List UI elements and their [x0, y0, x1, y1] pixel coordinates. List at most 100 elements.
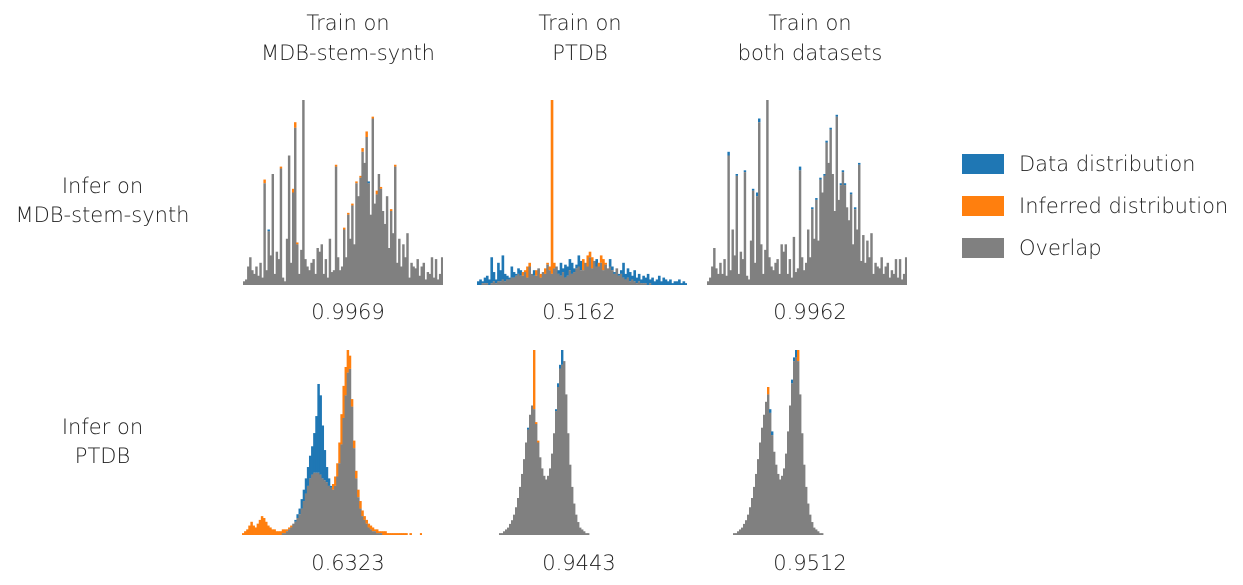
overlap-bar [819, 533, 822, 535]
overlap-bar [310, 262, 313, 285]
data-excess-bar [483, 277, 487, 284]
overlap-bar [523, 459, 526, 535]
inferred-excess-bar [388, 533, 391, 535]
column-title-line2: both datasets [737, 41, 883, 65]
inferred-excess-bar [586, 255, 590, 267]
overlap-bar [555, 411, 558, 535]
row-title-line2: PTDB [74, 444, 131, 468]
data-excess-bar [557, 270, 561, 274]
inferred-excess-bar [590, 257, 594, 269]
histogram-panel-ptdb-train-ptdb [499, 350, 590, 535]
overlap-bar [739, 529, 742, 535]
data-excess-bar [635, 277, 639, 284]
data-excess-bar [532, 270, 536, 276]
overlap-bar [559, 275, 563, 285]
overlap-bar [340, 444, 343, 535]
overlap-bar [541, 272, 545, 285]
overlap-bar [769, 412, 772, 535]
overlap-bar [595, 266, 599, 285]
overlap-bar [357, 196, 360, 285]
overlap-bar [800, 257, 804, 285]
overlap-bar [606, 268, 610, 285]
overlap-bar [745, 275, 749, 285]
overlap-bar [414, 268, 417, 285]
overlap-bar [379, 188, 383, 285]
overlap-bar [380, 533, 383, 535]
overlap-bar [617, 275, 621, 285]
inferred-excess-bar [361, 510, 364, 517]
overlap-bar [521, 275, 525, 285]
inferred-excess-bar [348, 355, 352, 369]
data-excess-bar [319, 395, 322, 475]
overlap-bar [523, 272, 527, 285]
overlap-bar [259, 262, 262, 285]
overlap-bar [412, 266, 415, 285]
overlap-bar [811, 522, 814, 535]
overlap-bar [786, 273, 790, 285]
overlap-bar [761, 427, 764, 535]
legend-swatch-inferred [962, 196, 1004, 216]
inferred-excess-bar [273, 529, 276, 535]
overlap-bar [389, 211, 393, 285]
overlap-bar [283, 533, 287, 535]
data-excess-bar [841, 170, 845, 173]
inferred-excess-bar [242, 533, 245, 535]
overlap-bar [298, 514, 301, 535]
data-excess-bar [595, 259, 599, 267]
data-excess-bar [492, 272, 496, 282]
data-excess-bar [568, 259, 572, 271]
overlap-bar [563, 361, 566, 535]
data-excess-bar [561, 268, 565, 273]
overlap-bar [624, 279, 628, 285]
overlap-bar [507, 527, 510, 535]
overlap-bar [296, 518, 299, 535]
overlap-bar [283, 281, 287, 285]
overlap-bar [304, 259, 307, 285]
data-excess-bar [669, 279, 672, 285]
overlap-bar [269, 255, 272, 285]
inferred-excess-bar [262, 518, 266, 535]
inferred-excess-bar [361, 148, 364, 152]
overlap-bar [314, 273, 317, 285]
column-title-line2: PTDB [552, 41, 608, 65]
overlap-bar [727, 155, 730, 285]
data-excess-bar [327, 478, 331, 486]
overlap-bar [757, 459, 760, 535]
data-excess-bar [321, 425, 325, 479]
overlap-bar [731, 229, 734, 285]
data-excess-bar [644, 277, 648, 284]
overlap-bar [334, 166, 338, 285]
overlap-bar [827, 162, 830, 285]
overlap-bar [898, 259, 902, 285]
data-excess-bar [300, 499, 304, 509]
overlap-bar [715, 268, 718, 285]
overlap-bar [608, 266, 612, 285]
overlap-bar [311, 474, 314, 535]
overlap-bar [490, 283, 494, 285]
overlap-bar [306, 266, 309, 285]
overlap-bar [330, 272, 334, 285]
overlap-bar [324, 259, 328, 285]
data-excess-bar [573, 268, 576, 273]
overlap-bar [315, 472, 318, 535]
inferred-excess-bar [602, 259, 605, 271]
overlap-bar [711, 266, 714, 285]
overlap-bar [904, 257, 907, 285]
overlap-bar [577, 266, 581, 285]
overlap-bar [509, 523, 512, 535]
overlap-bar [870, 233, 873, 285]
legend-swatch-overlap [962, 238, 1004, 258]
data-excess-bar [519, 270, 523, 276]
inferred-excess-bar [332, 484, 335, 490]
inferred-excess-bar [378, 531, 381, 534]
data-excess-bar [494, 279, 498, 284]
overlap-bar [868, 257, 871, 285]
overlap-bar [845, 207, 849, 285]
inferred-excess-bar [258, 519, 262, 535]
overlap-bar [729, 270, 732, 285]
overlap-bar [599, 262, 603, 285]
overlap-bar [749, 240, 753, 285]
score-mdb-train-both: 0.9962 [773, 300, 847, 324]
overlap-bar [338, 463, 341, 535]
inferred-excess-bar [285, 529, 289, 532]
